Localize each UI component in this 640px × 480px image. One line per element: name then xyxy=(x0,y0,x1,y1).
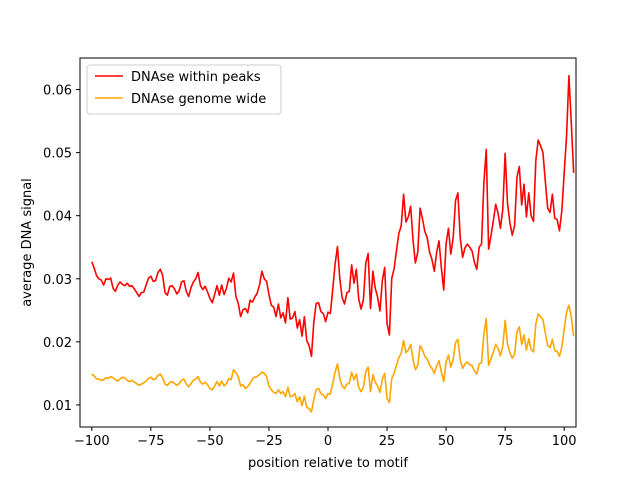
y-axis-ticks: 0.01 0.02 0.03 0.04 0.05 0.06 xyxy=(43,84,80,414)
series-line-1 xyxy=(91,74,575,358)
y-tick-label: 0.06 xyxy=(43,84,72,99)
y-tick-label: 0.05 xyxy=(43,147,72,162)
series-line-2 xyxy=(91,304,575,413)
y-tick-label: 0.02 xyxy=(43,336,72,351)
x-tick-label: −100 xyxy=(74,434,110,449)
legend-label-1: DNAse within peaks xyxy=(131,70,261,85)
x-tick-label: 25 xyxy=(379,434,396,449)
legend-box xyxy=(86,64,282,115)
x-tick-label: −25 xyxy=(255,434,282,449)
y-tick-label: 0.04 xyxy=(43,210,72,225)
x-tick-label: −50 xyxy=(196,434,223,449)
y-axis-label: average DNA signal xyxy=(20,178,35,307)
y-tick-label: 0.03 xyxy=(43,273,72,288)
x-axis-label: position relative to motif xyxy=(248,456,408,471)
x-tick-label: 75 xyxy=(497,434,514,449)
x-tick-label: −75 xyxy=(137,434,164,449)
y-tick-label: 0.01 xyxy=(43,399,72,414)
legend: DNAse within peaks DNAse genome wide xyxy=(86,64,282,115)
x-axis-ticks: −100 −75 −50 −25 0 25 50 75 100 xyxy=(74,427,577,449)
x-tick-label: 50 xyxy=(438,434,455,449)
legend-label-2: DNAse genome wide xyxy=(131,92,266,107)
x-tick-label: 100 xyxy=(552,434,577,449)
x-tick-label: 0 xyxy=(324,434,332,449)
